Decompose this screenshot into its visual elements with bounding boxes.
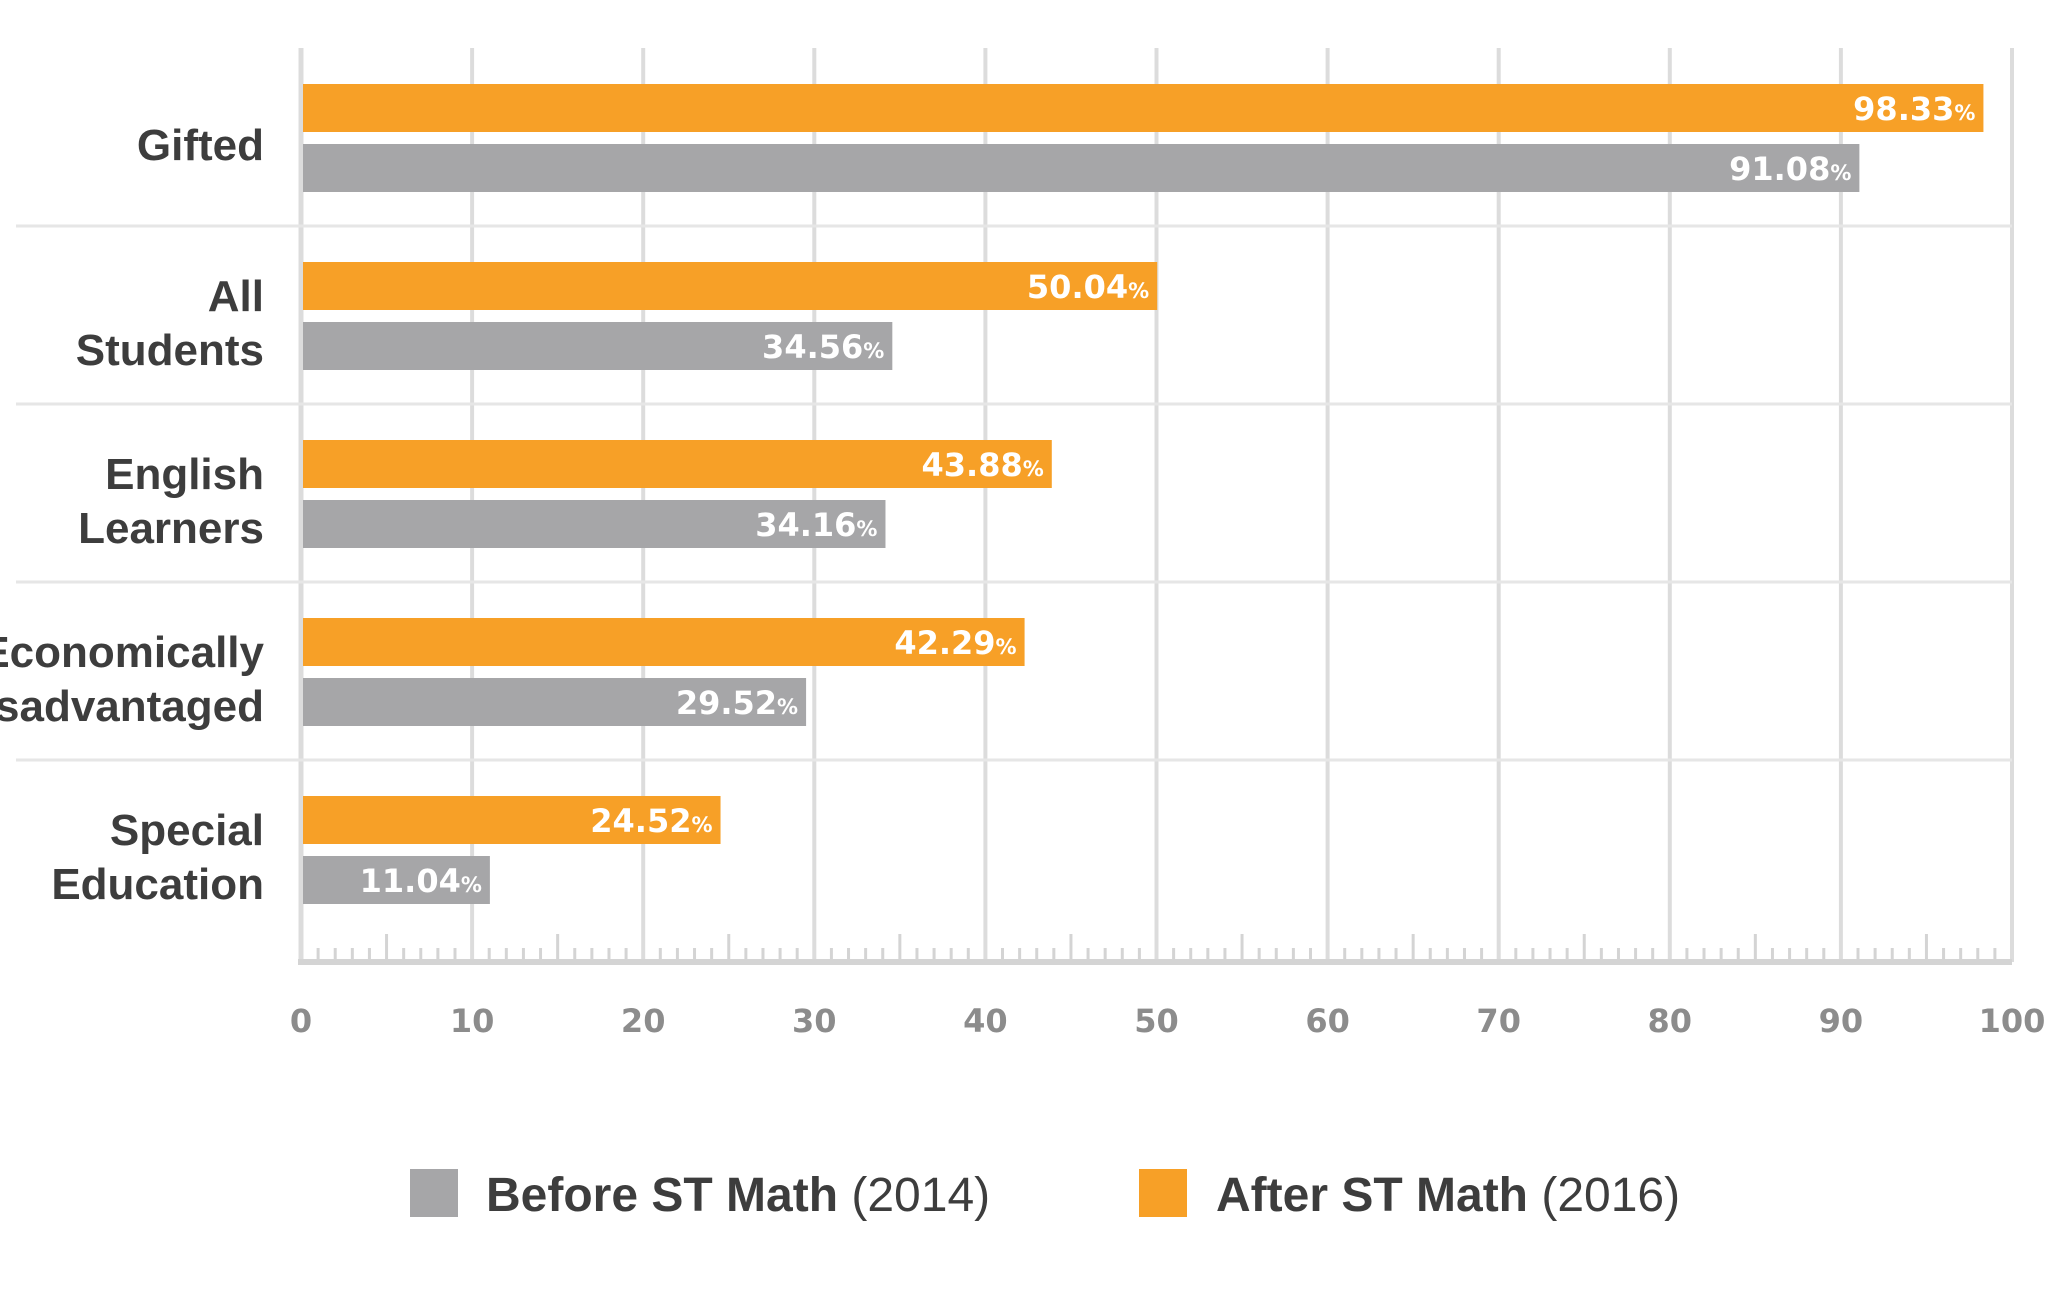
legend-label: Before ST Math (2014) (486, 1169, 990, 1222)
bar-value-label: 11.04% (360, 862, 482, 900)
bar-value-label: 34.56% (762, 328, 884, 366)
bar-value-label: 24.52% (590, 802, 712, 840)
x-tick-label: 80 (1648, 1002, 1693, 1040)
x-tick-label: 10 (450, 1002, 495, 1040)
bar-before (303, 144, 1860, 192)
bar-value-label: 29.52% (676, 684, 798, 722)
legend-swatch (410, 1169, 458, 1217)
bar-before (303, 322, 893, 370)
category-label: Special (110, 806, 264, 855)
bar-before (303, 678, 807, 726)
bar-value-label: 50.04% (1027, 268, 1149, 306)
x-tick-label: 30 (792, 1002, 837, 1040)
bar-before (303, 500, 886, 548)
bar-value-label: 34.16% (755, 506, 877, 544)
bar-after (303, 262, 1158, 310)
x-tick-label: 60 (1305, 1002, 1350, 1040)
bar-after (303, 84, 1984, 132)
bar-value-label: 42.29% (894, 624, 1016, 662)
category-label: Disadvantaged (0, 682, 264, 731)
x-tick-label: 0 (290, 1002, 312, 1040)
bar-value-label: 43.88% (922, 446, 1044, 484)
x-tick-label: 90 (1819, 1002, 1864, 1040)
x-tick-label: 100 (1979, 1002, 2046, 1040)
category-label: Education (51, 860, 264, 909)
bar-value-label: 91.08% (1729, 150, 1851, 188)
bar-after (303, 440, 1052, 488)
x-tick-label: 40 (963, 1002, 1008, 1040)
category-label: English (105, 450, 264, 499)
x-tick-label: 70 (1476, 1002, 1521, 1040)
x-tick-label: 20 (621, 1002, 666, 1040)
bar-before (303, 856, 490, 904)
x-tick-label: 50 (1134, 1002, 1179, 1040)
bar-after (303, 796, 721, 844)
category-label: All (208, 272, 264, 321)
category-label: Economically (0, 628, 265, 677)
legend-label: After ST Math (2016) (1216, 1169, 1680, 1222)
bar-value-label: 98.33% (1853, 90, 1975, 128)
category-label: Gifted (137, 121, 264, 170)
bar-after (303, 618, 1025, 666)
category-label: Learners (78, 504, 264, 553)
legend-swatch (1139, 1169, 1187, 1217)
category-label: Students (76, 326, 264, 375)
